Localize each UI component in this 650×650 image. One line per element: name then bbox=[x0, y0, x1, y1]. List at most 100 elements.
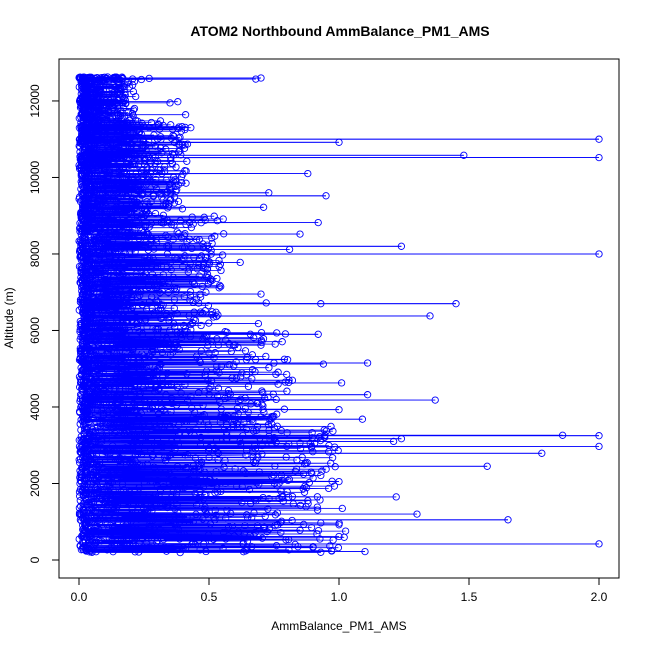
data-point bbox=[316, 535, 324, 543]
data-point bbox=[222, 535, 230, 543]
data-point bbox=[173, 485, 181, 494]
data-point bbox=[102, 448, 110, 456]
data-point bbox=[186, 260, 194, 268]
data-point bbox=[191, 466, 199, 474]
data-point bbox=[155, 492, 163, 500]
data-point bbox=[120, 540, 128, 548]
data-point bbox=[121, 152, 129, 161]
data-point bbox=[144, 246, 152, 254]
data-point bbox=[113, 364, 121, 373]
data-point bbox=[131, 248, 139, 256]
data-point bbox=[207, 382, 215, 391]
data-point bbox=[87, 532, 95, 541]
data-point bbox=[248, 375, 256, 383]
data-point bbox=[122, 541, 130, 550]
data-point bbox=[113, 322, 122, 330]
data-point bbox=[171, 253, 179, 262]
data-point bbox=[140, 257, 149, 266]
data-point bbox=[181, 431, 190, 439]
data-point bbox=[135, 367, 143, 375]
data-point bbox=[139, 138, 147, 146]
data-point bbox=[105, 349, 113, 357]
data-point bbox=[138, 350, 146, 358]
data-point bbox=[113, 232, 121, 240]
data-point bbox=[189, 298, 197, 306]
data-point bbox=[194, 461, 202, 470]
data-point bbox=[165, 479, 174, 487]
data-point bbox=[148, 304, 156, 313]
data-point bbox=[91, 228, 99, 236]
data-point bbox=[109, 548, 117, 556]
data-point bbox=[124, 233, 133, 241]
data-point bbox=[129, 129, 137, 137]
data-point bbox=[169, 273, 178, 282]
data-point bbox=[284, 378, 293, 387]
data-point bbox=[147, 166, 156, 175]
data-point bbox=[134, 162, 143, 170]
data-point bbox=[143, 323, 151, 331]
data-point bbox=[389, 437, 398, 446]
data-point bbox=[113, 408, 121, 416]
data-point bbox=[93, 406, 102, 415]
data-point bbox=[117, 394, 125, 402]
data-point bbox=[272, 438, 280, 446]
data-point bbox=[170, 199, 178, 207]
data-point bbox=[200, 505, 209, 513]
data-point bbox=[144, 188, 152, 196]
data-point bbox=[191, 454, 200, 462]
data-point bbox=[173, 255, 181, 263]
data-point bbox=[204, 257, 212, 265]
data-point bbox=[166, 259, 174, 267]
data-point bbox=[328, 547, 336, 555]
data-point bbox=[192, 235, 201, 244]
data-point bbox=[111, 429, 119, 437]
data-point bbox=[138, 301, 146, 309]
data-point bbox=[108, 542, 116, 551]
data-point bbox=[460, 151, 468, 159]
data-point bbox=[271, 340, 279, 348]
data-point bbox=[215, 284, 223, 292]
data-point bbox=[157, 262, 165, 270]
data-point bbox=[106, 208, 114, 216]
data-point bbox=[171, 445, 179, 453]
data-point bbox=[115, 205, 123, 214]
data-point bbox=[285, 493, 293, 501]
data-point bbox=[156, 399, 164, 407]
data-point bbox=[281, 378, 289, 386]
data-point bbox=[194, 389, 203, 397]
data-point bbox=[168, 437, 176, 445]
data-point bbox=[325, 484, 333, 493]
data-point bbox=[219, 544, 227, 552]
data-point bbox=[168, 399, 176, 408]
data-point bbox=[123, 192, 131, 201]
data-point bbox=[186, 287, 195, 296]
data-point bbox=[148, 507, 156, 515]
data-point bbox=[140, 419, 148, 428]
data-point bbox=[253, 478, 261, 487]
data-point bbox=[172, 288, 180, 296]
data-point bbox=[204, 531, 213, 539]
data-point bbox=[302, 484, 311, 492]
data-point bbox=[152, 239, 161, 247]
data-point bbox=[103, 350, 112, 358]
data-point bbox=[88, 438, 97, 446]
data-point bbox=[117, 107, 125, 115]
data-point bbox=[214, 311, 222, 319]
data-point bbox=[242, 451, 250, 459]
data-point bbox=[146, 405, 154, 413]
data-point bbox=[294, 543, 302, 551]
data-point bbox=[151, 375, 159, 383]
data-point bbox=[148, 405, 157, 413]
data-point bbox=[111, 148, 119, 156]
data-point bbox=[166, 351, 175, 359]
data-point bbox=[91, 539, 99, 548]
data-point bbox=[147, 544, 155, 552]
data-point bbox=[242, 356, 251, 364]
data-point bbox=[129, 438, 137, 447]
data-point bbox=[180, 293, 188, 301]
data-point bbox=[334, 446, 342, 455]
data-point bbox=[124, 220, 133, 228]
data-point bbox=[156, 189, 164, 197]
data-point bbox=[95, 249, 104, 257]
data-point bbox=[152, 538, 161, 546]
